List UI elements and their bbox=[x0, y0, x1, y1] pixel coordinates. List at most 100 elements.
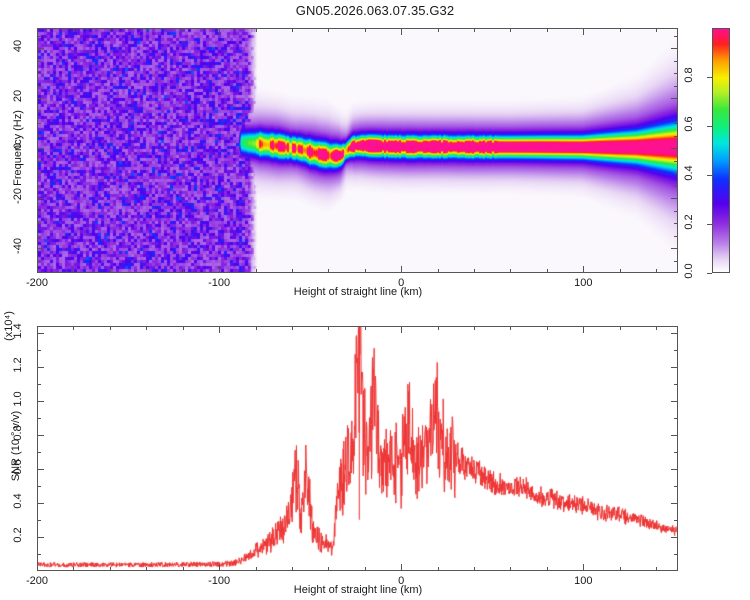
tick-mark bbox=[583, 564, 584, 571]
tick-mark bbox=[292, 28, 293, 32]
tick-mark bbox=[37, 161, 41, 162]
y-tick-label: 40 bbox=[12, 39, 24, 53]
colorbar-tick-mark bbox=[707, 224, 712, 225]
tick-mark bbox=[219, 326, 220, 333]
tick-mark bbox=[219, 28, 220, 35]
tick-mark bbox=[620, 567, 621, 571]
tick-mark bbox=[37, 520, 41, 521]
tick-mark bbox=[656, 28, 657, 32]
tick-mark bbox=[73, 269, 74, 273]
tick-mark bbox=[292, 567, 293, 571]
x-tick-label: -200 bbox=[25, 277, 49, 289]
tick-mark bbox=[620, 269, 621, 273]
tick-mark bbox=[510, 269, 511, 273]
tick-mark bbox=[37, 333, 44, 334]
colorbar-tick-label: 0.8 bbox=[683, 67, 695, 83]
colorbar-gradient bbox=[713, 29, 729, 272]
tick-mark bbox=[37, 86, 41, 87]
tick-mark bbox=[37, 367, 44, 368]
x-tick-label: -100 bbox=[208, 277, 231, 289]
tick-mark bbox=[37, 173, 41, 174]
tick-mark bbox=[183, 28, 184, 32]
tick-mark bbox=[73, 28, 74, 32]
tick-mark bbox=[671, 401, 678, 402]
tick-mark bbox=[37, 537, 44, 538]
tick-mark bbox=[671, 98, 678, 99]
colorbar-tick-mark bbox=[707, 126, 712, 127]
tick-mark bbox=[401, 564, 402, 571]
tick-mark bbox=[73, 567, 74, 571]
tick-mark bbox=[292, 269, 293, 273]
tick-mark bbox=[656, 567, 657, 571]
tick-mark bbox=[37, 211, 41, 212]
tick-mark bbox=[674, 261, 678, 262]
tick-mark bbox=[671, 537, 678, 538]
tick-mark bbox=[37, 469, 44, 470]
tick-mark bbox=[365, 326, 366, 330]
tick-mark bbox=[37, 36, 41, 37]
tick-mark bbox=[671, 48, 678, 49]
tick-mark bbox=[37, 186, 41, 187]
tick-mark bbox=[583, 28, 584, 35]
tick-mark bbox=[256, 567, 257, 571]
tick-mark bbox=[37, 401, 44, 402]
tick-mark bbox=[674, 161, 678, 162]
tick-mark bbox=[474, 326, 475, 330]
y-tick-label: 1.2 bbox=[12, 357, 24, 373]
tick-mark bbox=[37, 418, 41, 419]
tick-mark bbox=[656, 269, 657, 273]
tick-mark bbox=[620, 28, 621, 32]
colorbar-tick-label: 0.0 bbox=[683, 263, 695, 279]
tick-mark bbox=[674, 61, 678, 62]
tick-mark bbox=[674, 111, 678, 112]
tick-mark bbox=[37, 248, 44, 249]
tick-mark bbox=[671, 469, 678, 470]
tick-mark bbox=[510, 28, 511, 32]
tick-mark bbox=[674, 186, 678, 187]
tick-mark bbox=[37, 198, 44, 199]
tick-mark bbox=[365, 567, 366, 571]
tick-mark bbox=[365, 269, 366, 273]
x-tick-label: -100 bbox=[208, 575, 231, 587]
x-tick-label: 0 bbox=[398, 277, 405, 289]
tick-mark bbox=[183, 326, 184, 330]
tick-mark bbox=[438, 567, 439, 571]
tick-mark bbox=[37, 564, 38, 571]
spectrogram-image bbox=[38, 29, 677, 272]
tick-mark bbox=[183, 269, 184, 273]
tick-mark bbox=[146, 567, 147, 571]
tick-mark bbox=[671, 503, 678, 504]
x-tick-label: 0 bbox=[398, 575, 405, 587]
page-title: GN05.2026.063.07.35.G32 bbox=[295, 3, 455, 18]
tick-mark bbox=[37, 350, 41, 351]
tick-mark bbox=[547, 269, 548, 273]
tick-mark bbox=[671, 435, 678, 436]
tick-mark bbox=[37, 452, 41, 453]
tick-mark bbox=[674, 486, 678, 487]
tick-mark bbox=[671, 248, 678, 249]
tick-mark bbox=[438, 269, 439, 273]
spectrogram-axes bbox=[37, 28, 678, 273]
tick-mark bbox=[110, 28, 111, 32]
tick-mark bbox=[438, 326, 439, 330]
tick-mark bbox=[256, 269, 257, 273]
colorbar-tick-mark bbox=[707, 77, 712, 78]
tick-mark bbox=[656, 326, 657, 330]
x-tick-label: -200 bbox=[25, 575, 49, 587]
tick-mark bbox=[37, 261, 41, 262]
x-tick-label: 100 bbox=[574, 575, 593, 587]
colorbar bbox=[712, 28, 730, 273]
tick-mark bbox=[365, 28, 366, 32]
tick-mark bbox=[219, 564, 220, 571]
tick-mark bbox=[37, 435, 44, 436]
tick-mark bbox=[547, 326, 548, 330]
tick-mark bbox=[674, 173, 678, 174]
snr-yaxis-multiplier: (x10⁴) bbox=[3, 311, 15, 341]
tick-mark bbox=[37, 28, 38, 35]
tick-mark bbox=[583, 266, 584, 273]
tick-mark bbox=[674, 211, 678, 212]
colorbar-tick-label: 0.4 bbox=[683, 165, 695, 181]
tick-mark bbox=[583, 326, 584, 333]
tick-mark bbox=[37, 326, 38, 333]
